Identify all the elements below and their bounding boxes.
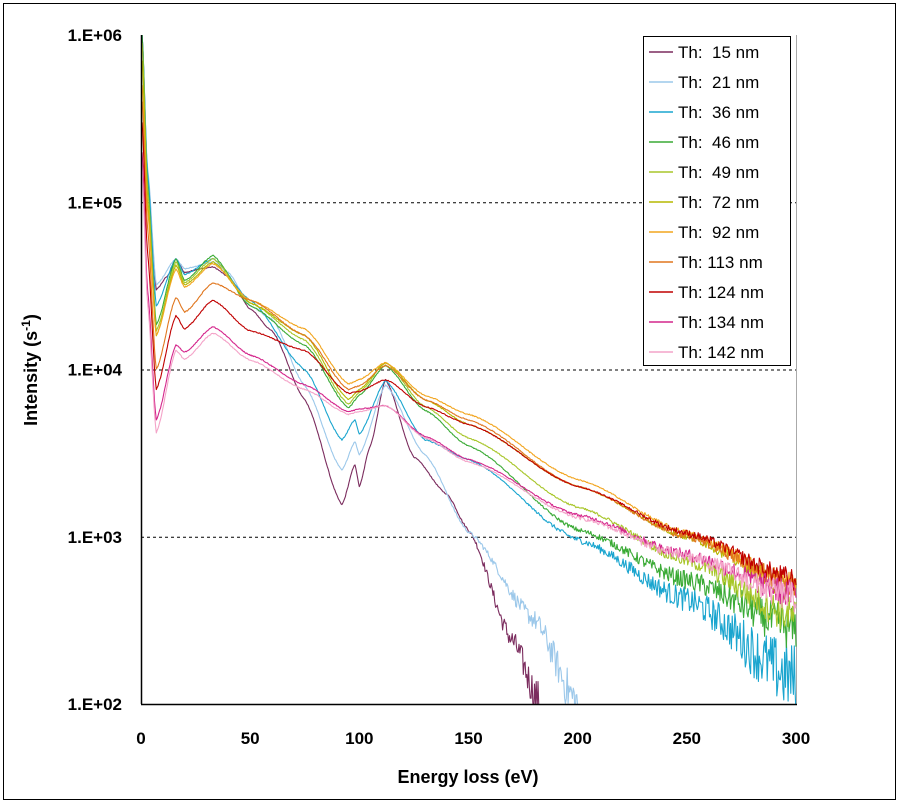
- legend-label: Th: 92 nm: [678, 223, 759, 242]
- x-tick-label: 150: [454, 729, 482, 748]
- x-tick-label: 200: [563, 729, 591, 748]
- legend-label: Th: 113 nm: [678, 253, 763, 272]
- y-tick-label: 1.E+06: [68, 26, 122, 45]
- y-tick-labels: 1.E+06 1.E+05 1.E+04 1.E+03 1.E+02: [68, 26, 123, 714]
- series-line-1: [141, 35, 540, 704]
- series-line-8: [141, 101, 797, 596]
- legend-label: Th: 124 nm: [678, 283, 764, 302]
- series-line-4: [141, 35, 797, 649]
- y-tick-label: 1.E+03: [68, 528, 122, 547]
- legend: Th: 15 nm Th: 21 nm Th: 36 nm Th: 46 nm Th: …: [643, 36, 791, 366]
- x-tick-label: 50: [241, 729, 260, 748]
- x-tick-label: 100: [345, 729, 373, 748]
- legend-label: Th: 15 nm: [678, 43, 759, 62]
- y-axis-title-main: Intensity (s: [21, 331, 41, 426]
- y-tick-label: 1.E+02: [68, 695, 122, 714]
- legend-label: Th: 46 nm: [678, 133, 759, 152]
- series-line-11: [141, 172, 797, 613]
- y-axis-title-close: ): [21, 314, 41, 320]
- legend-label: Th: 21 nm: [678, 73, 759, 92]
- legend-label: Th: 49 nm: [678, 163, 759, 182]
- legend-label: Th: 36 nm: [678, 103, 759, 122]
- x-axis-title: Energy loss (eV): [397, 767, 538, 787]
- y-axis-title-superscript: -1: [19, 320, 33, 331]
- y-axis-title: Intensity (s-1): [19, 314, 41, 426]
- x-tick-label: 300: [782, 729, 810, 748]
- legend-label: Th: 142 nm: [678, 343, 764, 362]
- series-group: [141, 35, 797, 704]
- y-tick-label: 1.E+05: [68, 193, 122, 212]
- x-tick-label: 250: [673, 729, 701, 748]
- legend-label: Th: 134 nm: [678, 313, 764, 332]
- x-tick-labels: 0 50 100 150 200 250 300: [136, 729, 810, 748]
- gridlines: [141, 202, 796, 538]
- x-tick-label: 0: [136, 729, 145, 748]
- series-line-9: [141, 122, 797, 591]
- legend-label: Th: 72 nm: [678, 193, 759, 212]
- legend-box: [643, 36, 791, 366]
- y-tick-label: 1.E+04: [68, 361, 123, 380]
